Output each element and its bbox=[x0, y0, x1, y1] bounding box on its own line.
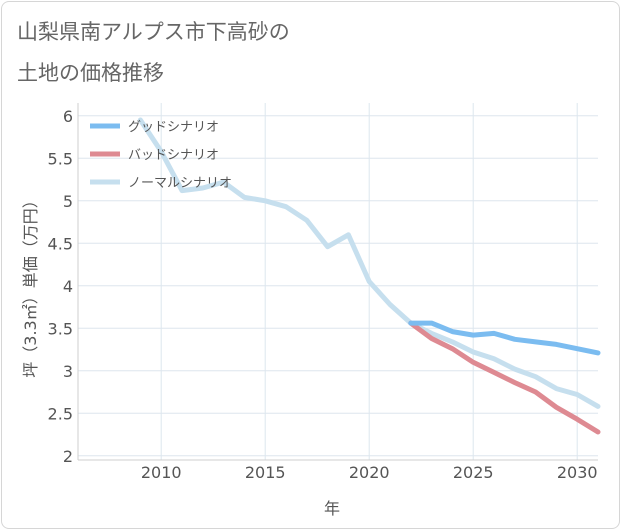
x-tick-label: 2010 bbox=[141, 463, 182, 482]
series-line-1 bbox=[408, 320, 601, 435]
series-lines bbox=[137, 117, 601, 435]
grid-lines bbox=[77, 103, 598, 461]
legend-label: グッドシナリオ bbox=[128, 120, 219, 135]
y-tick-label: 4 bbox=[63, 277, 73, 296]
y-tick-label: 5 bbox=[63, 192, 73, 211]
x-tick-label: 2020 bbox=[349, 463, 390, 482]
y-axis-label: 坪（3.3㎡）単価（万円） bbox=[21, 192, 40, 377]
y-tick-label: 2 bbox=[63, 447, 73, 466]
x-tick-label: 2025 bbox=[453, 463, 494, 482]
x-axis-ticks: 2010 2015 2020 2025 2030 bbox=[141, 463, 598, 482]
series-line-2 bbox=[137, 117, 601, 409]
chart-title-line1: 山梨県南アルプス市下高砂の bbox=[17, 20, 290, 44]
y-tick-label: 4.5 bbox=[48, 234, 73, 253]
y-axis-ticks: 2 2.5 3 3.5 4 4.5 5 5.5 6 bbox=[48, 107, 73, 466]
y-tick-label: 5.5 bbox=[48, 149, 73, 168]
y-tick-label: 2.5 bbox=[48, 404, 73, 423]
legend-label: ノーマルシナリオ bbox=[128, 176, 232, 191]
legend-label: バッドシナリオ bbox=[128, 148, 219, 163]
chart-title-line2: 土地の価格推移 bbox=[17, 61, 164, 85]
x-axis-label: 年 bbox=[324, 499, 340, 518]
x-tick-label: 2015 bbox=[245, 463, 286, 482]
x-tick-label: 2030 bbox=[557, 463, 598, 482]
y-tick-label: 3.5 bbox=[48, 319, 73, 338]
series-line-0 bbox=[408, 320, 601, 356]
y-tick-label: 3 bbox=[63, 362, 73, 381]
y-tick-label: 6 bbox=[63, 107, 73, 126]
